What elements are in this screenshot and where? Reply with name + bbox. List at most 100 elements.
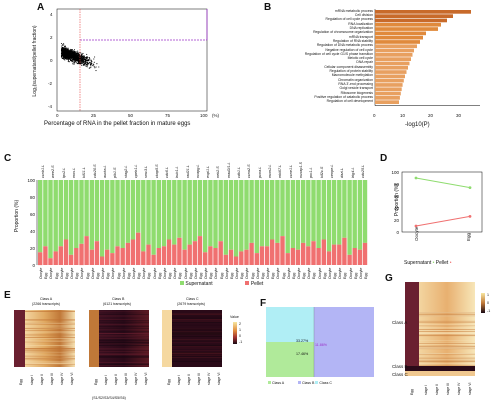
heatmap-g-leg-0: 1 — [487, 293, 489, 297]
bar-supernatant — [357, 180, 363, 250]
venn-leg-3: Class C — [319, 381, 332, 385]
heatmap-class-a-n: (2266 transcripts) — [32, 302, 60, 306]
scatter-point — [81, 64, 83, 67]
heatmap-legend-tick-3: -1 — [239, 340, 243, 344]
heatmap-stripe — [419, 333, 475, 335]
bar-supernatant — [79, 180, 84, 244]
scatter-point — [66, 51, 68, 54]
bar-supernatant — [228, 180, 234, 250]
bar-pellet — [192, 241, 198, 265]
scatter-point — [63, 43, 65, 45]
bar-pellet — [223, 254, 228, 265]
heatmap-stripe — [25, 363, 75, 365]
term-bar — [375, 14, 453, 18]
heatmap-stripe — [25, 325, 75, 327]
scatter-point — [83, 63, 85, 65]
term-bar — [375, 57, 411, 61]
bar-supernatant — [192, 180, 198, 242]
scatter-point — [71, 49, 73, 51]
heatmap-stripe — [419, 332, 475, 334]
scatter-point — [73, 52, 75, 54]
scatter-point — [90, 66, 92, 68]
scatter-point — [95, 70, 97, 72]
scatter-point — [63, 48, 65, 50]
heatmap-stripe — [99, 342, 149, 344]
term-label: Regulation of DNA metabolic process — [316, 43, 373, 48]
scatter-point — [62, 52, 65, 54]
scatter-point — [68, 56, 70, 58]
scatter-point — [68, 58, 70, 61]
bar-supernatant — [244, 180, 249, 250]
heatmap-stripe — [172, 313, 222, 315]
scatter-point — [94, 56, 96, 58]
scatter-point — [73, 53, 75, 55]
scatter-point — [90, 62, 92, 64]
panel-a-xtick-1: 25 — [91, 113, 97, 118]
scatter-point — [75, 56, 77, 58]
heatmap-stripe — [172, 334, 222, 335]
bar-supernatant — [125, 180, 131, 243]
heatmap-stripe — [172, 332, 222, 334]
panel-c-ytick: 0 — [32, 262, 35, 268]
panel-c-ytick: 20 — [29, 245, 35, 251]
term-label: Cellular component disassembly — [324, 64, 373, 69]
scatter-point — [61, 51, 63, 53]
scatter-point — [71, 57, 73, 59]
scatter-point — [69, 58, 71, 60]
heatmap-stripe — [172, 314, 222, 315]
bar-supernatant — [264, 180, 270, 247]
legend-d-pel: Pellet — [435, 260, 449, 266]
heatmap-stripe — [419, 331, 475, 333]
bar-supernatant — [63, 180, 69, 240]
term-bar — [375, 44, 417, 49]
heatmap-g-xcat: stage II — [435, 383, 439, 395]
term-label: Chromatin organization — [337, 77, 373, 82]
heatmap-g-egg-col — [405, 282, 419, 366]
term-label: Golgi vesicle transport — [339, 86, 373, 91]
scatter-point — [67, 54, 69, 56]
panel-a-xlabel: Percentage of RNA in the pellet fraction… — [44, 121, 191, 127]
scatter-point — [75, 61, 77, 64]
panel-b-xlabel: -log10(P) — [405, 122, 430, 128]
heatmap-stripe — [25, 331, 75, 333]
heatmap-stripe — [25, 341, 75, 343]
scatter-point — [76, 59, 78, 61]
scatter-point — [85, 63, 87, 65]
bar-supernatant — [342, 180, 347, 238]
panel-a-ytick-4: -4 — [48, 104, 53, 109]
heatmap-stripe — [419, 343, 475, 345]
heatmap-g-class-b — [405, 366, 475, 371]
scatter-point — [75, 58, 77, 60]
scatter-point — [75, 54, 77, 56]
term-label: mRNA transport — [348, 34, 373, 39]
scatter-point — [82, 55, 84, 57]
bar-pellet — [53, 251, 58, 265]
bar-pellet — [301, 242, 306, 265]
bar-supernatant — [166, 180, 172, 240]
term-label: Regulation of protein stability — [329, 69, 373, 73]
scatter-point — [65, 47, 67, 49]
scatter-point — [65, 48, 67, 50]
heatmap-stripe — [99, 338, 149, 340]
bar-supernatant — [295, 180, 301, 250]
term-label: DNA repair — [356, 60, 373, 65]
heatmap-g-xcat: stage III — [446, 382, 450, 395]
term-bar — [375, 22, 441, 27]
heatmap-stripe — [25, 338, 75, 339]
bar-supernatant — [110, 180, 115, 254]
series-point — [414, 224, 418, 228]
heatmap-stripe — [172, 328, 222, 330]
heatmap-stripe — [172, 315, 222, 317]
scatter-point — [93, 66, 95, 68]
scatter-point — [74, 57, 76, 59]
bar-pellet — [187, 244, 192, 265]
panel-b-xtick-1: 10 — [400, 113, 406, 118]
scatter-point — [92, 65, 94, 67]
heatmap-stripe — [172, 340, 222, 342]
scatter-point — [86, 56, 88, 58]
heatmap-stripe — [419, 315, 475, 317]
heatmap-stripe — [172, 357, 222, 358]
series-line — [415, 177, 471, 189]
heatmap-stripe — [419, 357, 475, 359]
